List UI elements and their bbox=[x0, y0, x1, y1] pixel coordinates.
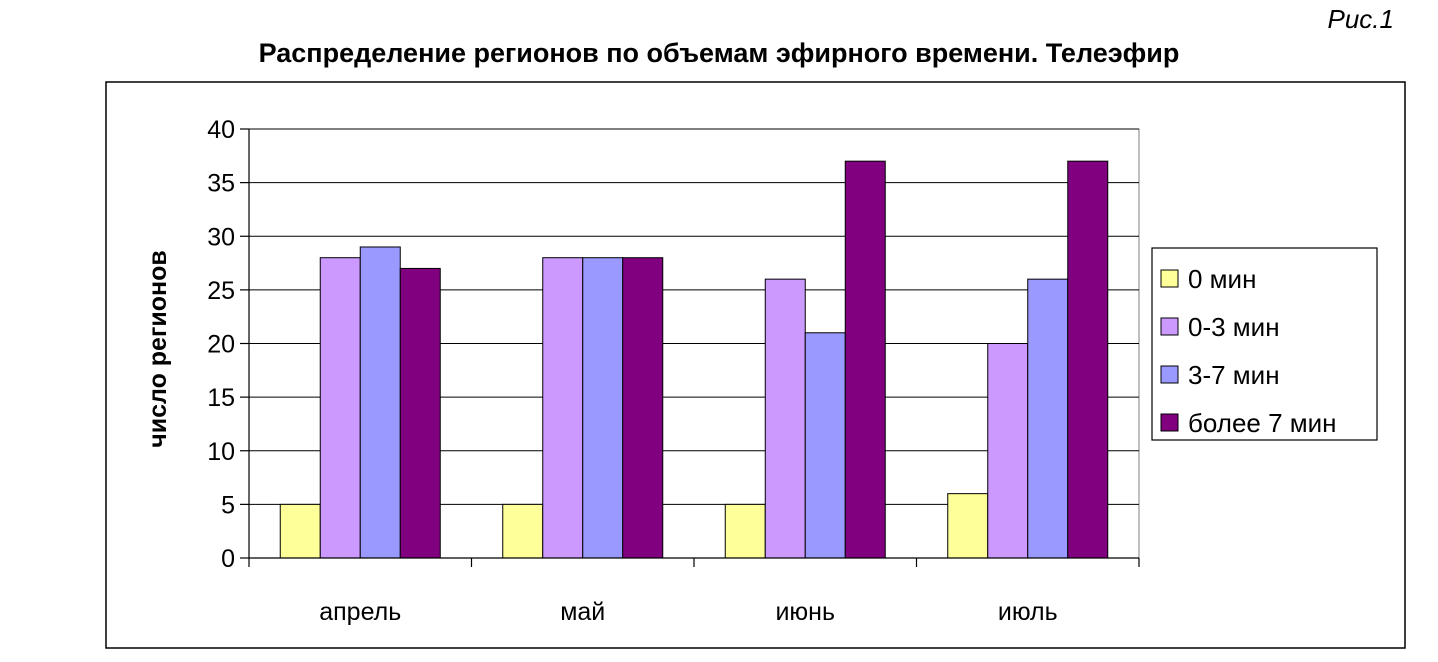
y-axis-label: число регионов bbox=[144, 250, 172, 448]
legend-swatch bbox=[1160, 269, 1179, 288]
bar bbox=[359, 246, 401, 559]
y-tick-label: 30 bbox=[207, 223, 235, 251]
bar bbox=[542, 257, 584, 559]
y-tick-label: 25 bbox=[207, 277, 235, 305]
x-tick-label: июнь bbox=[775, 598, 835, 626]
bar bbox=[804, 332, 846, 559]
bar bbox=[622, 257, 664, 559]
bar bbox=[279, 503, 321, 559]
bar bbox=[764, 278, 806, 559]
axes bbox=[240, 128, 1140, 567]
chart-title: Распределение регионов по объемам эфирно… bbox=[258, 38, 1180, 68]
legend-label: 3-7 мин bbox=[1188, 360, 1280, 390]
bar bbox=[1067, 160, 1109, 559]
legend-box bbox=[1151, 247, 1378, 441]
figure-label: Рис.1 bbox=[1327, 4, 1395, 34]
y-tick-label: 35 bbox=[207, 170, 235, 198]
y-tick-label: 0 bbox=[221, 545, 235, 573]
y-tick-labels: 0 5 10 15 20 25 30 35 40 bbox=[207, 116, 235, 573]
y-tick-label: 40 bbox=[207, 116, 235, 144]
bar bbox=[502, 503, 544, 559]
legend-swatch bbox=[1160, 365, 1179, 384]
bar bbox=[844, 160, 886, 559]
bar bbox=[1027, 278, 1069, 559]
x-tick-label: июль bbox=[998, 598, 1058, 626]
y-tick-label: 20 bbox=[207, 331, 235, 359]
legend-label: более 7 мин bbox=[1188, 408, 1337, 438]
legend-label: 0 мин bbox=[1188, 264, 1256, 294]
x-tick-labels: апрель май июнь июль bbox=[319, 598, 1057, 626]
x-tick-label: апрель bbox=[319, 598, 401, 626]
bar bbox=[947, 493, 989, 559]
y-tick-label: 15 bbox=[207, 384, 235, 412]
y-tick-label: 10 bbox=[207, 438, 235, 466]
bar bbox=[987, 343, 1029, 559]
legend-label: 0-3 мин bbox=[1188, 312, 1280, 342]
x-tick-label: май bbox=[560, 598, 605, 626]
bars bbox=[279, 160, 1109, 559]
legend-swatch bbox=[1160, 413, 1179, 432]
bar bbox=[399, 267, 441, 559]
bar bbox=[582, 257, 624, 559]
y-tick-label: 5 bbox=[221, 491, 235, 519]
bar bbox=[724, 503, 766, 559]
legend-swatch bbox=[1160, 317, 1179, 336]
legend: 0 мин 0-3 мин 3-7 мин более 7 мин bbox=[1151, 247, 1378, 441]
bar bbox=[319, 257, 361, 559]
